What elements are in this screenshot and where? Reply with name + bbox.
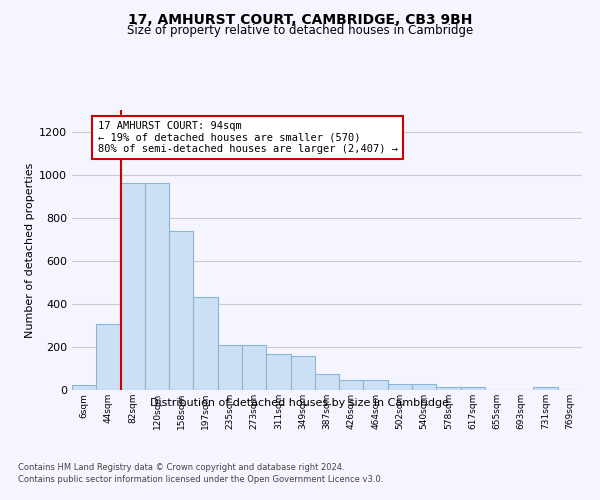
- Bar: [266, 354, 290, 390]
- Bar: [436, 387, 461, 390]
- Bar: [461, 387, 485, 390]
- Bar: [96, 324, 121, 390]
- Y-axis label: Number of detached properties: Number of detached properties: [25, 162, 35, 338]
- Bar: [121, 183, 145, 390]
- Text: Size of property relative to detached houses in Cambridge: Size of property relative to detached ho…: [127, 24, 473, 37]
- Bar: [290, 356, 315, 390]
- Text: 17 AMHURST COURT: 94sqm
← 19% of detached houses are smaller (570)
80% of semi-d: 17 AMHURST COURT: 94sqm ← 19% of detache…: [97, 121, 398, 154]
- Text: Contains public sector information licensed under the Open Government Licence v3: Contains public sector information licen…: [18, 475, 383, 484]
- Text: Distribution of detached houses by size in Cambridge: Distribution of detached houses by size …: [151, 398, 449, 407]
- Text: 17, AMHURST COURT, CAMBRIDGE, CB3 9BH: 17, AMHURST COURT, CAMBRIDGE, CB3 9BH: [128, 12, 472, 26]
- Bar: [218, 345, 242, 390]
- Text: Contains HM Land Registry data © Crown copyright and database right 2024.: Contains HM Land Registry data © Crown c…: [18, 462, 344, 471]
- Bar: [169, 230, 193, 390]
- Bar: [339, 380, 364, 390]
- Bar: [72, 386, 96, 390]
- Bar: [145, 183, 169, 390]
- Bar: [193, 298, 218, 390]
- Bar: [364, 380, 388, 390]
- Bar: [533, 387, 558, 390]
- Bar: [412, 384, 436, 390]
- Bar: [315, 374, 339, 390]
- Bar: [388, 384, 412, 390]
- Bar: [242, 345, 266, 390]
